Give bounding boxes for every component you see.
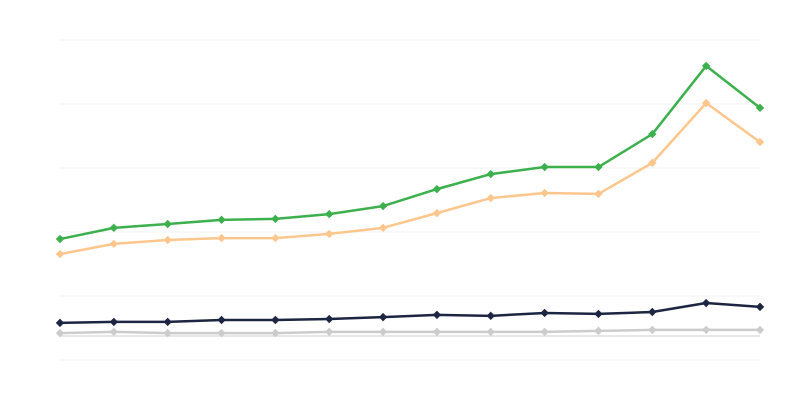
point: [271, 233, 280, 243]
point: [163, 328, 172, 338]
point: [217, 215, 226, 225]
point: [55, 249, 65, 259]
point: [109, 327, 119, 337]
point: [486, 169, 495, 179]
point: [701, 325, 711, 335]
point: [486, 193, 495, 203]
point: [648, 325, 657, 335]
point: [378, 223, 388, 233]
point: [217, 315, 226, 325]
point: [540, 188, 549, 198]
point: [55, 328, 65, 338]
point: [217, 233, 226, 243]
point: [163, 219, 172, 229]
point: [594, 189, 603, 199]
point: [755, 137, 765, 147]
point: [432, 184, 442, 194]
series-line: [59, 328, 760, 335]
series-line: [59, 64, 761, 241]
point: [755, 302, 765, 312]
point: [755, 103, 765, 113]
point: [755, 325, 765, 335]
point: [701, 298, 711, 308]
point: [540, 308, 549, 318]
point: [432, 310, 442, 320]
point: [378, 327, 388, 337]
point: [486, 311, 495, 321]
point: [432, 327, 442, 337]
point: [701, 98, 711, 108]
series-line: [59, 301, 761, 325]
point: [163, 235, 172, 245]
point: [325, 327, 334, 337]
point: [432, 208, 442, 218]
point: [271, 315, 280, 325]
point: [594, 309, 603, 319]
point: [486, 327, 495, 337]
point: [271, 214, 280, 224]
point: [378, 312, 388, 322]
point: [540, 327, 549, 337]
point: [55, 318, 65, 328]
point: [648, 158, 657, 168]
point: [109, 239, 119, 249]
point: [648, 129, 657, 139]
point: [648, 307, 657, 317]
point: [540, 162, 549, 172]
point: [594, 326, 603, 336]
point: [109, 317, 119, 327]
series-line: [59, 101, 761, 256]
point: [325, 209, 334, 219]
point: [594, 162, 603, 172]
point: [378, 201, 388, 211]
point: [271, 328, 280, 338]
point: [163, 317, 172, 327]
point: [701, 61, 711, 71]
point: [55, 234, 65, 244]
point: [109, 223, 119, 233]
point: [325, 314, 334, 324]
point: [217, 328, 226, 338]
point: [325, 229, 334, 239]
